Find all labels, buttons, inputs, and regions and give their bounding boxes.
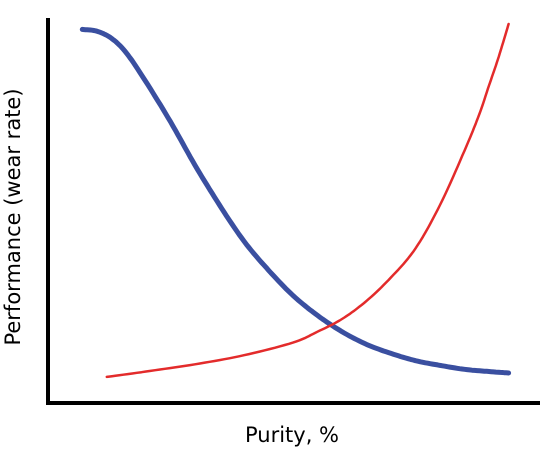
y-axis-label: Performance (wear rate): [1, 88, 25, 345]
x-axis-label: Purity, %: [245, 423, 339, 447]
series-line-blue: [79, 26, 512, 376]
series-line-red: [105, 22, 510, 379]
plot-area: [79, 22, 512, 379]
